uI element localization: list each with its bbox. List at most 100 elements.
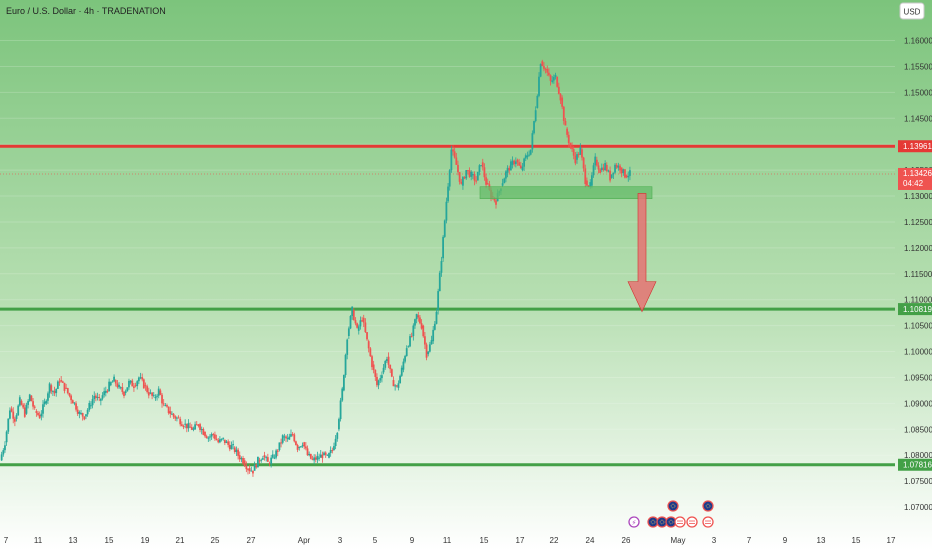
candle[interactable] — [242, 458, 244, 464]
candle[interactable] — [624, 169, 626, 178]
candle[interactable] — [458, 172, 461, 182]
candle[interactable] — [493, 197, 496, 201]
candle[interactable] — [443, 220, 446, 237]
candle[interactable] — [544, 68, 547, 70]
eu-flag-icon[interactable] — [667, 500, 679, 512]
candle[interactable] — [290, 434, 292, 437]
candle[interactable] — [339, 400, 342, 420]
candle[interactable] — [508, 167, 511, 171]
candle[interactable] — [566, 128, 568, 135]
candle[interactable] — [214, 434, 216, 439]
candle[interactable] — [519, 165, 522, 169]
candle[interactable] — [471, 174, 474, 176]
candle[interactable] — [190, 427, 193, 430]
candle[interactable] — [323, 452, 325, 456]
candle[interactable] — [509, 161, 512, 171]
candle[interactable] — [9, 410, 11, 419]
candle[interactable] — [47, 393, 49, 401]
candle[interactable] — [298, 446, 301, 448]
candle[interactable] — [587, 185, 590, 187]
candle[interactable] — [291, 434, 294, 436]
candle[interactable] — [7, 418, 10, 432]
candle[interactable] — [104, 390, 107, 394]
candle[interactable] — [121, 387, 124, 392]
candle[interactable] — [427, 351, 430, 355]
candle[interactable] — [162, 403, 165, 405]
candle[interactable] — [81, 413, 84, 417]
candle[interactable] — [328, 453, 330, 458]
candle[interactable] — [592, 165, 595, 176]
candle[interactable] — [52, 390, 54, 392]
candle[interactable] — [541, 61, 544, 67]
candle[interactable] — [306, 448, 309, 456]
candle[interactable] — [126, 387, 129, 392]
candle[interactable] — [329, 450, 332, 454]
candle[interactable] — [204, 431, 206, 437]
candle[interactable] — [85, 414, 87, 417]
candle[interactable] — [617, 165, 620, 168]
candle[interactable] — [25, 404, 28, 414]
candle[interactable] — [217, 439, 220, 443]
candle[interactable] — [311, 458, 314, 460]
candle[interactable] — [215, 438, 218, 440]
candle[interactable] — [103, 391, 106, 396]
candle[interactable] — [503, 178, 506, 184]
candle[interactable] — [549, 75, 552, 81]
candle[interactable] — [369, 348, 372, 357]
candle[interactable] — [344, 354, 347, 376]
candle[interactable] — [594, 156, 597, 166]
candle[interactable] — [40, 413, 43, 417]
candle[interactable] — [109, 382, 112, 386]
candle[interactable] — [129, 380, 132, 383]
candle[interactable] — [629, 170, 631, 176]
candle[interactable] — [480, 165, 483, 167]
candle[interactable] — [265, 457, 268, 459]
candle[interactable] — [303, 442, 306, 447]
candle[interactable] — [98, 396, 101, 398]
candle[interactable] — [253, 464, 256, 471]
candle[interactable] — [319, 454, 322, 458]
candle[interactable] — [263, 455, 266, 458]
candle[interactable] — [278, 442, 281, 451]
candle[interactable] — [448, 170, 451, 187]
candle[interactable] — [331, 450, 334, 452]
candle[interactable] — [435, 311, 438, 324]
candle[interactable] — [222, 437, 225, 439]
candle[interactable] — [341, 388, 344, 401]
candle[interactable] — [169, 411, 172, 414]
candle[interactable] — [425, 344, 428, 358]
candle[interactable] — [352, 310, 355, 321]
candle[interactable] — [281, 435, 284, 443]
candle[interactable] — [119, 387, 122, 389]
candle[interactable] — [38, 414, 41, 419]
candle[interactable] — [177, 417, 180, 419]
candle[interactable] — [572, 149, 575, 156]
candle[interactable] — [518, 162, 521, 166]
candle[interactable] — [43, 401, 46, 405]
candle[interactable] — [93, 395, 96, 400]
candle[interactable] — [243, 460, 246, 466]
candle[interactable] — [194, 424, 196, 430]
candle[interactable] — [171, 413, 173, 415]
candle[interactable] — [442, 236, 444, 259]
candle[interactable] — [367, 341, 370, 349]
candle[interactable] — [22, 404, 25, 408]
candle[interactable] — [144, 385, 147, 387]
candle[interactable] — [139, 377, 142, 379]
currency-button-bg[interactable] — [899, 2, 925, 20]
candle[interactable] — [385, 359, 388, 362]
candle[interactable] — [571, 146, 573, 150]
candle[interactable] — [347, 328, 350, 336]
candle[interactable] — [212, 434, 215, 436]
candle[interactable] — [116, 383, 119, 388]
candle[interactable] — [78, 412, 81, 414]
candle[interactable] — [180, 424, 183, 426]
candle[interactable] — [564, 120, 567, 126]
candle[interactable] — [440, 261, 443, 273]
candle[interactable] — [146, 386, 149, 393]
candle[interactable] — [599, 169, 602, 173]
candle[interactable] — [318, 457, 320, 459]
candle[interactable] — [248, 468, 251, 471]
candle[interactable] — [612, 172, 615, 175]
